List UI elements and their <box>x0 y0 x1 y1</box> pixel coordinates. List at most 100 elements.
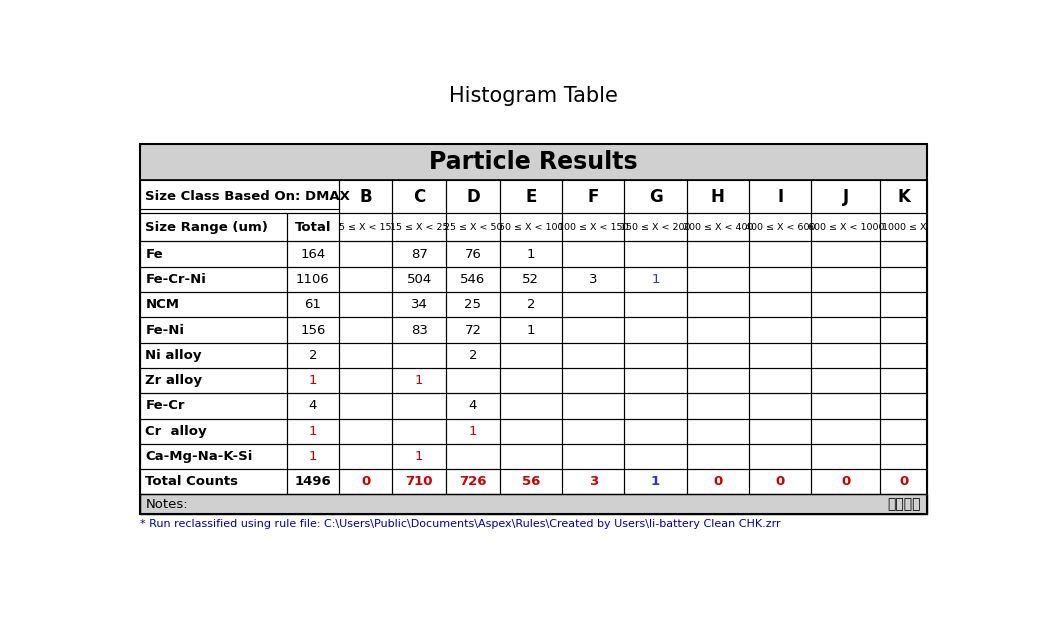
Bar <box>562 343 625 368</box>
Text: Zr alloy: Zr alloy <box>146 374 202 387</box>
Bar <box>139 212 928 242</box>
Bar <box>392 212 447 242</box>
Text: 600 ≤ X < 1000: 600 ≤ X < 1000 <box>808 222 884 232</box>
Bar <box>139 242 287 267</box>
Text: 飞纳电镜: 飞纳电镜 <box>887 497 920 511</box>
Bar <box>392 419 447 444</box>
Bar <box>687 292 748 317</box>
Text: D: D <box>466 188 480 206</box>
Bar <box>392 242 447 267</box>
Bar <box>500 368 562 393</box>
Text: Total Counts: Total Counts <box>146 475 238 488</box>
Bar <box>881 419 928 444</box>
Bar <box>139 444 287 469</box>
Text: 61: 61 <box>304 298 322 312</box>
Bar <box>287 419 338 444</box>
Text: 1106: 1106 <box>296 273 330 286</box>
Bar <box>392 317 447 343</box>
Text: 34: 34 <box>411 298 428 312</box>
Bar <box>139 292 287 317</box>
Bar <box>625 212 687 242</box>
Text: Size Class Based On: DMAX: Size Class Based On: DMAX <box>146 190 351 203</box>
Bar <box>811 212 881 242</box>
Bar <box>625 242 687 267</box>
Text: Fe: Fe <box>146 247 163 260</box>
Text: K: K <box>897 188 910 206</box>
Text: 50 ≤ X < 100: 50 ≤ X < 100 <box>499 222 563 232</box>
Bar <box>881 343 928 368</box>
Bar <box>811 393 881 419</box>
Text: F: F <box>587 188 599 206</box>
Text: 0: 0 <box>713 475 722 488</box>
Bar <box>748 317 811 343</box>
Text: 4: 4 <box>468 399 477 412</box>
Bar <box>139 368 287 393</box>
Bar <box>687 242 748 267</box>
Bar <box>447 469 500 495</box>
Bar <box>811 469 881 495</box>
Text: 1: 1 <box>527 247 535 260</box>
Text: 3: 3 <box>589 273 598 286</box>
Bar <box>338 212 392 242</box>
Text: 200 ≤ X < 400: 200 ≤ X < 400 <box>683 222 753 232</box>
Bar <box>287 292 338 317</box>
Bar <box>139 212 287 242</box>
Text: C: C <box>413 188 426 206</box>
Text: 72: 72 <box>464 323 481 336</box>
Bar <box>687 267 748 292</box>
Bar <box>687 212 748 242</box>
Bar <box>287 469 338 495</box>
Text: 4: 4 <box>309 399 318 412</box>
Text: 1: 1 <box>468 425 477 438</box>
Bar <box>392 393 447 419</box>
Text: Notes:: Notes: <box>146 498 188 511</box>
Bar <box>139 181 338 212</box>
Bar <box>500 212 562 242</box>
Text: 546: 546 <box>460 273 485 286</box>
Bar <box>500 292 562 317</box>
Text: 400 ≤ X < 600: 400 ≤ X < 600 <box>745 222 815 232</box>
Bar <box>562 292 625 317</box>
Bar <box>562 317 625 343</box>
Bar <box>500 181 562 212</box>
Bar <box>287 317 338 343</box>
Bar <box>139 343 928 368</box>
Bar <box>500 343 562 368</box>
Text: J: J <box>843 188 849 206</box>
Bar <box>447 343 500 368</box>
Bar <box>748 368 811 393</box>
Bar <box>447 267 500 292</box>
Text: 0: 0 <box>841 475 850 488</box>
Text: 1: 1 <box>651 475 660 488</box>
Bar <box>287 343 338 368</box>
Text: 1: 1 <box>308 374 318 387</box>
Text: 1: 1 <box>527 323 535 336</box>
Bar <box>500 419 562 444</box>
Bar <box>811 419 881 444</box>
Bar <box>881 292 928 317</box>
Bar <box>625 292 687 317</box>
Bar <box>338 368 392 393</box>
Bar <box>811 368 881 393</box>
Bar <box>392 292 447 317</box>
Bar <box>500 267 562 292</box>
Bar <box>338 267 392 292</box>
Text: 1000 ≤ X: 1000 ≤ X <box>882 222 926 232</box>
Text: H: H <box>711 188 725 206</box>
Bar <box>881 444 928 469</box>
Bar <box>562 212 625 242</box>
Bar <box>139 393 287 419</box>
Text: Ca-Mg-Na-K-Si: Ca-Mg-Na-K-Si <box>146 450 253 463</box>
Text: 87: 87 <box>411 247 428 260</box>
Bar <box>625 343 687 368</box>
Bar <box>881 368 928 393</box>
Bar <box>139 393 928 419</box>
Text: 1: 1 <box>415 450 424 463</box>
Bar <box>625 317 687 343</box>
Bar <box>139 317 928 343</box>
Bar <box>139 267 287 292</box>
Bar <box>287 267 338 292</box>
Text: Total: Total <box>295 221 331 234</box>
Bar <box>139 343 287 368</box>
Bar <box>139 368 928 393</box>
